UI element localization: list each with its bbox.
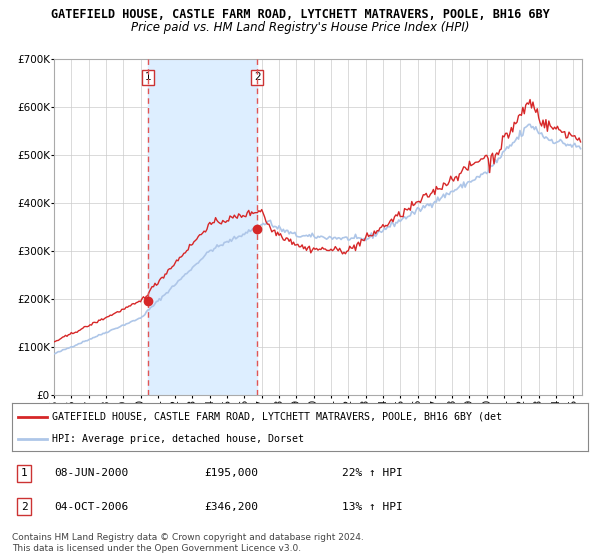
Text: £346,200: £346,200 bbox=[204, 502, 258, 512]
Text: HPI: Average price, detached house, Dorset: HPI: Average price, detached house, Dors… bbox=[52, 434, 304, 444]
Text: GATEFIELD HOUSE, CASTLE FARM ROAD, LYTCHETT MATRAVERS, POOLE, BH16 6BY (det: GATEFIELD HOUSE, CASTLE FARM ROAD, LYTCH… bbox=[52, 412, 502, 422]
Bar bbox=[148, 59, 257, 395]
Text: 1: 1 bbox=[20, 468, 28, 478]
Text: 2: 2 bbox=[254, 72, 261, 82]
Text: GATEFIELD HOUSE, CASTLE FARM ROAD, LYTCHETT MATRAVERS, POOLE, BH16 6BY: GATEFIELD HOUSE, CASTLE FARM ROAD, LYTCH… bbox=[50, 8, 550, 21]
Text: 04-OCT-2006: 04-OCT-2006 bbox=[54, 502, 128, 512]
Text: 2: 2 bbox=[20, 502, 28, 512]
Text: 08-JUN-2000: 08-JUN-2000 bbox=[54, 468, 128, 478]
Text: Price paid vs. HM Land Registry's House Price Index (HPI): Price paid vs. HM Land Registry's House … bbox=[131, 21, 469, 34]
Text: 22% ↑ HPI: 22% ↑ HPI bbox=[342, 468, 403, 478]
Text: 13% ↑ HPI: 13% ↑ HPI bbox=[342, 502, 403, 512]
Text: 1: 1 bbox=[145, 72, 151, 82]
Text: Contains HM Land Registry data © Crown copyright and database right 2024.
This d: Contains HM Land Registry data © Crown c… bbox=[12, 533, 364, 553]
Text: £195,000: £195,000 bbox=[204, 468, 258, 478]
